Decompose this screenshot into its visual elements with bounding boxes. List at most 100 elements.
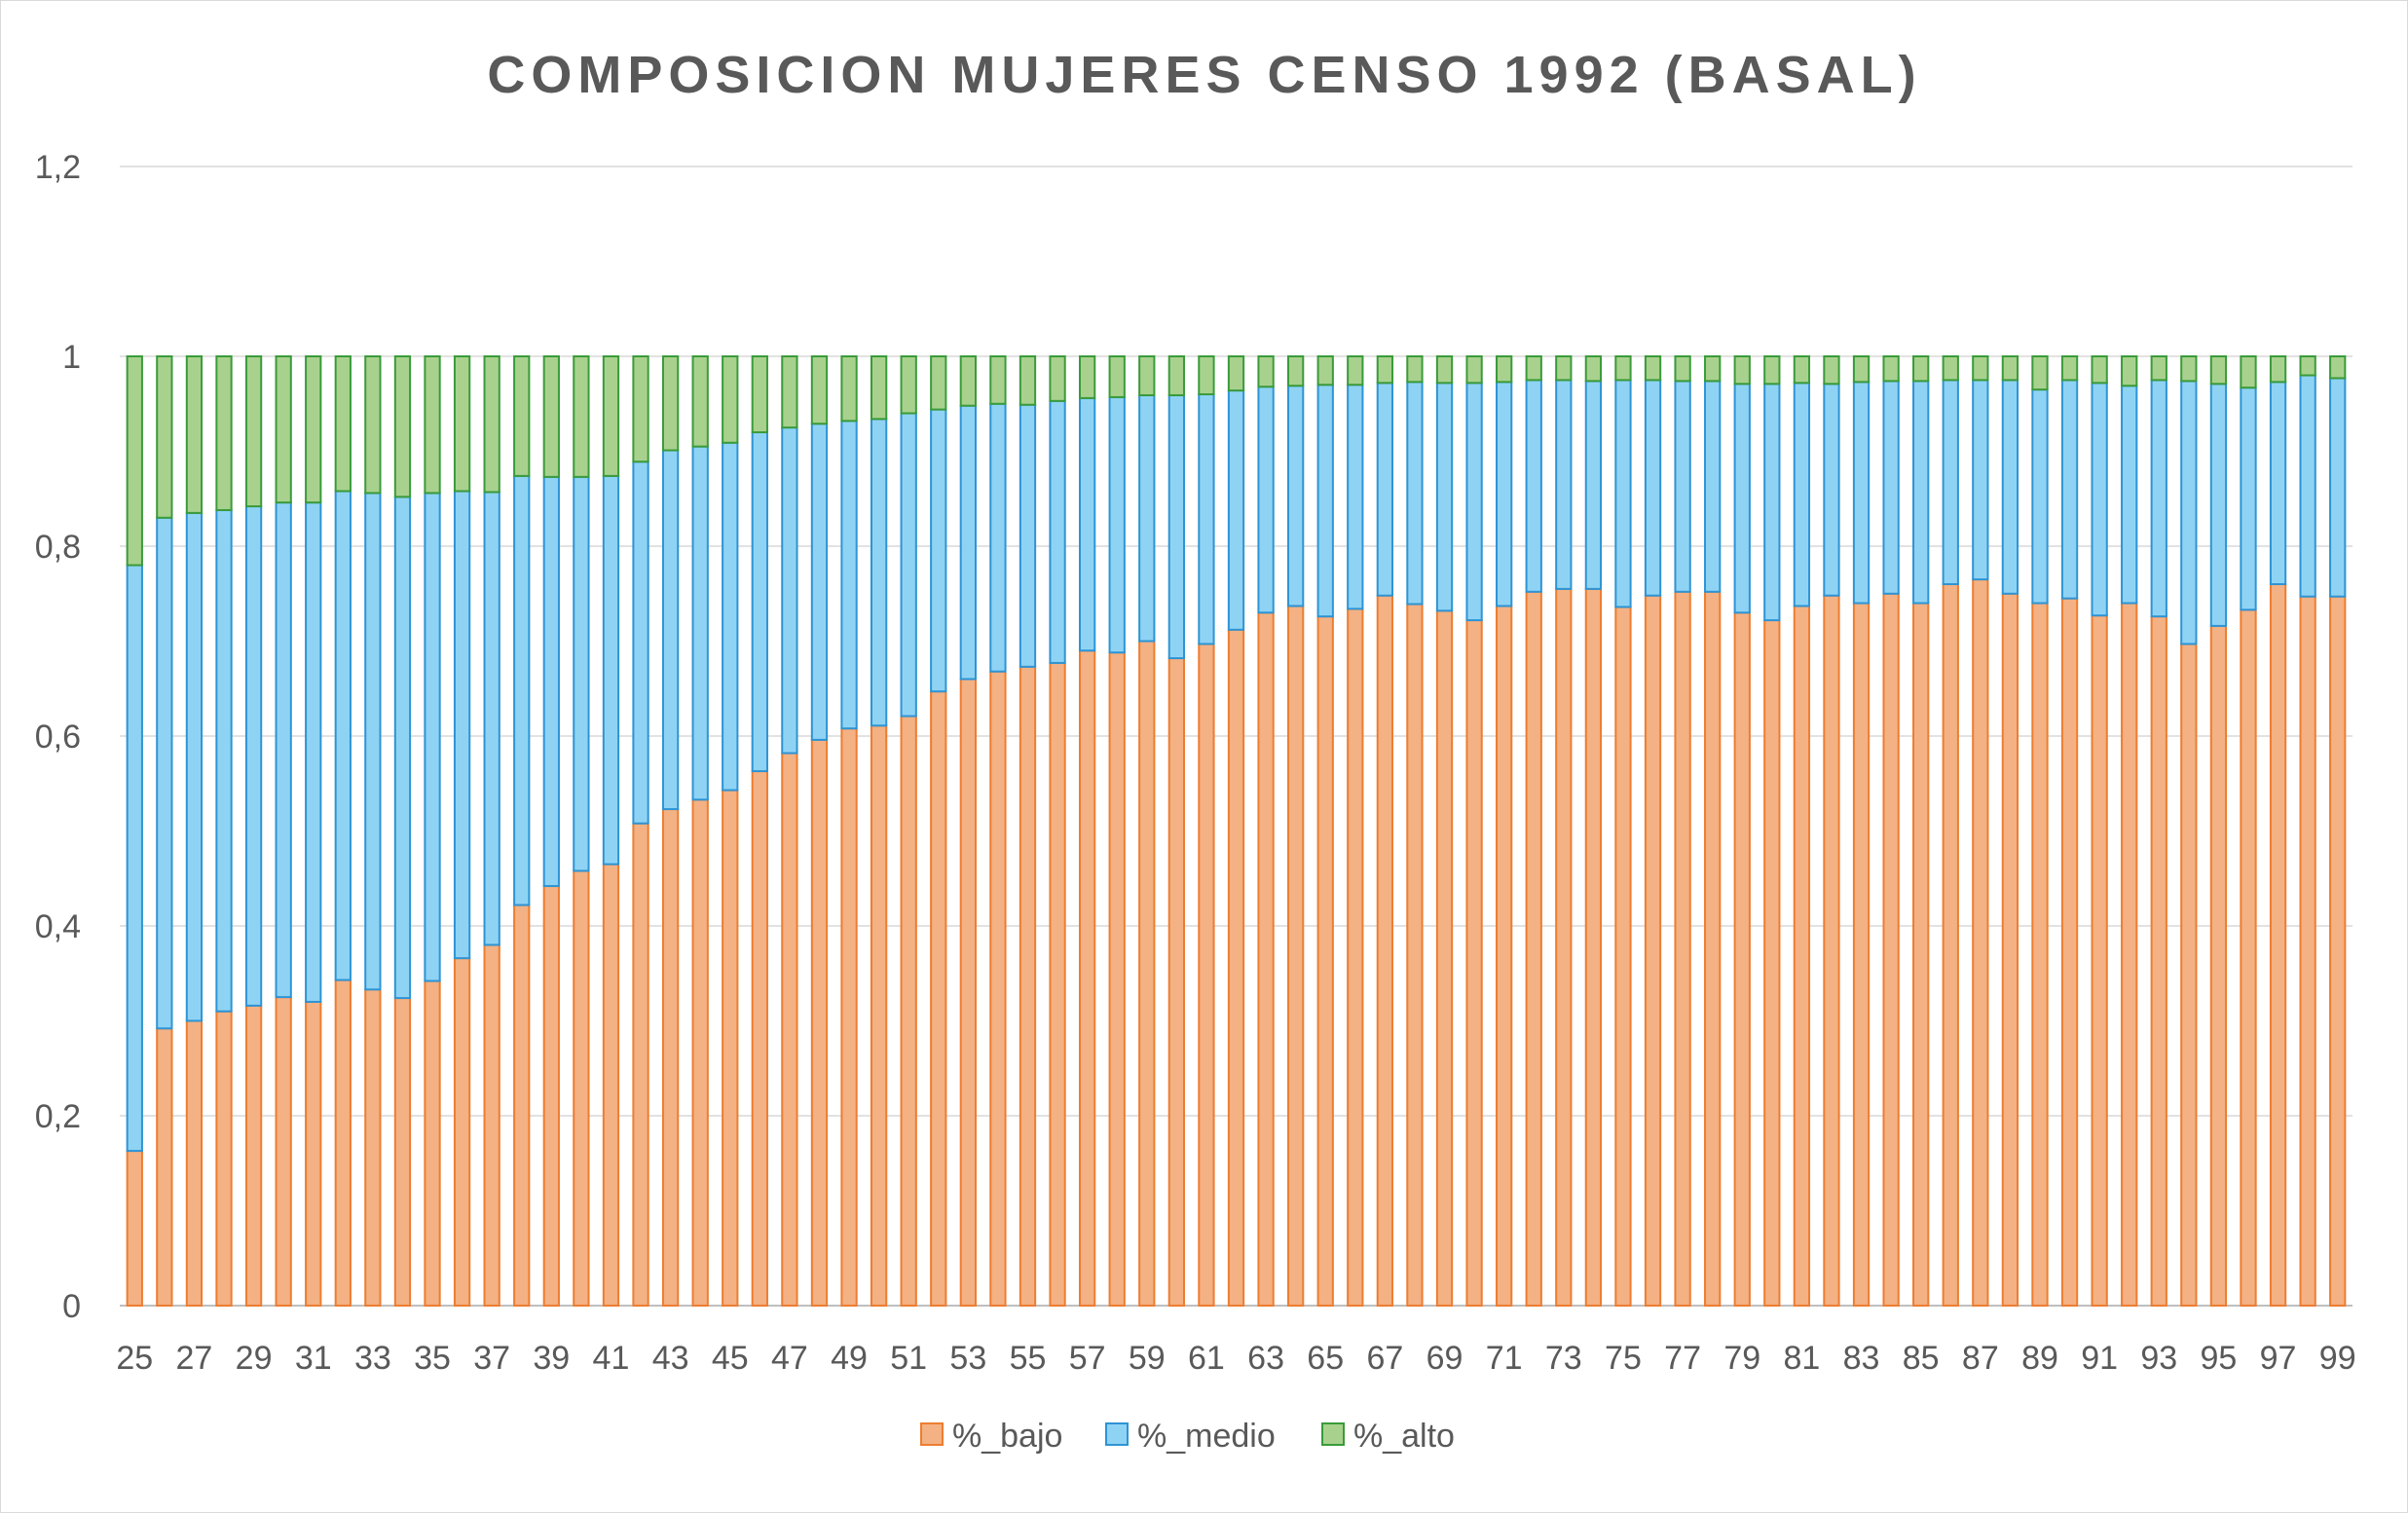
bar-segment-bajo-26 [156,1027,173,1308]
x-tick-label: 45 [712,1340,749,1377]
bar-segment-bajo-30 [275,996,292,1307]
legend-label-alto: %_alto [1353,1418,1455,1455]
bar-segment-medio-80 [1763,383,1781,622]
legend-label-medio: %_medio [1137,1418,1276,1455]
bar-segment-alto-36 [453,355,471,493]
bar-segment-alto-45 [722,355,739,444]
x-tick-label: 73 [1545,1340,1582,1377]
x-tick-label: 75 [1605,1340,1642,1377]
bar-segment-bajo-89 [2031,602,2049,1307]
bar-segment-medio-37 [483,491,500,946]
bar-segment-bajo-75 [1614,606,1632,1307]
x-tick-label: 89 [2021,1340,2058,1377]
bar-segment-bajo-32 [334,978,352,1307]
y-tick-label: 0 [62,1288,81,1325]
x-tick-label: 25 [116,1340,153,1377]
bar-segment-medio-58 [1108,395,1126,654]
bar-segment-bajo-41 [602,863,620,1307]
bar-segment-alto-38 [513,355,531,477]
bar-segment-bajo-94 [2180,643,2198,1307]
y-tick-label: 1 [62,339,81,376]
bar-segment-alto-57 [1078,355,1096,399]
bar-segment-bajo-52 [930,690,947,1307]
bar-segment-alto-29 [244,355,263,508]
bar-segment-medio-36 [453,490,471,960]
bar-segment-medio-38 [513,474,531,906]
bar-segment-bajo-29 [244,1004,263,1308]
bar-segment-bajo-73 [1555,587,1573,1307]
bar-segment-alto-90 [2060,355,2079,382]
x-tick-label: 53 [949,1340,986,1377]
bar-segment-alto-73 [1555,355,1573,382]
bar-segment-bajo-25 [126,1150,143,1307]
bar-segment-medio-57 [1078,396,1096,652]
bar-segment-alto-39 [542,355,560,478]
bar-segment-bajo-66 [1347,608,1364,1307]
bar-segment-medio-66 [1347,384,1364,610]
bar-segment-bajo-36 [453,957,471,1308]
bar-segment-alto-53 [959,355,977,407]
bar-segment-medio-96 [2240,387,2257,611]
bar-segment-medio-65 [1316,384,1334,618]
x-tick-label: 91 [2081,1340,2118,1377]
bar-segment-medio-95 [2209,383,2228,627]
bar-segment-medio-25 [126,564,143,1153]
bar-segment-bajo-61 [1198,643,1215,1307]
bar-segment-medio-93 [2150,379,2167,618]
bar-segment-bajo-54 [989,670,1007,1307]
bar-segment-medio-72 [1525,379,1542,593]
bar-segment-medio-31 [305,501,322,1003]
bar-segment-alto-82 [1823,355,1840,386]
x-tick-label: 41 [593,1340,630,1377]
bar-segment-medio-98 [2299,374,2316,598]
bar-segment-bajo-50 [870,724,888,1307]
bar-segment-bajo-27 [185,1019,204,1307]
bar-segment-bajo-40 [573,869,590,1307]
bar-segment-bajo-96 [2240,609,2257,1307]
bar-segment-bajo-57 [1078,649,1096,1307]
bar-segment-alto-34 [393,355,412,498]
bar-segment-bajo-80 [1763,619,1781,1307]
x-tick-label: 81 [1783,1340,1820,1377]
bar-segment-alto-43 [661,355,680,452]
bar-segment-alto-62 [1227,355,1245,392]
bar-segment-medio-56 [1049,399,1066,664]
bar-segment-alto-74 [1584,355,1603,383]
bar-segment-bajo-90 [2060,597,2079,1307]
bar-segment-bajo-87 [1972,578,1989,1307]
bar-segment-alto-92 [2121,355,2138,387]
bar-segment-medio-44 [691,445,709,801]
bar-segment-bajo-92 [2121,602,2138,1307]
bar-segment-bajo-99 [2329,595,2347,1307]
bar-segment-alto-79 [1733,355,1751,386]
bar-segment-medio-79 [1733,383,1751,614]
bar-segment-alto-68 [1406,355,1424,384]
bar-segment-alto-33 [364,355,382,495]
bar-segment-bajo-98 [2299,595,2316,1307]
bar-segment-bajo-85 [1912,602,1930,1307]
bar-segment-medio-75 [1614,379,1632,609]
x-axis-tick-labels: 25 27 29 31 33 35 37 39 41 43 45 47 49 51 53 55 57 59 61 63… [116,1340,2355,1377]
bar-segment-alto-89 [2031,355,2049,391]
bar-segment-alto-51 [900,355,917,415]
bar-segment-alto-96 [2240,355,2257,389]
bar-segment-bajo-53 [959,678,977,1307]
bar-segment-bajo-79 [1733,611,1751,1307]
y-tick-label: 1,2 [35,149,81,186]
bar-segment-medio-52 [930,408,947,693]
bar-segment-alto-25 [126,355,143,567]
bar-segment-medio-26 [156,516,173,1030]
bar-segment-medio-86 [1942,379,1959,585]
x-tick-label: 65 [1307,1340,1344,1377]
x-tick-label: 55 [1010,1340,1047,1377]
bar-segment-medio-34 [393,496,412,1000]
x-tick-label: 93 [2140,1340,2177,1377]
y-tick-label: 0,2 [35,1098,81,1135]
bar-segment-bajo-76 [1644,594,1662,1307]
bar-segment-medio-88 [2001,379,2019,595]
bar-segment-bajo-51 [900,715,917,1307]
bar-segment-alto-40 [573,355,590,478]
bar-segment-alto-83 [1852,355,1871,384]
y-tick-label: 0,6 [35,719,81,756]
bar-segment-bajo-82 [1823,594,1840,1307]
